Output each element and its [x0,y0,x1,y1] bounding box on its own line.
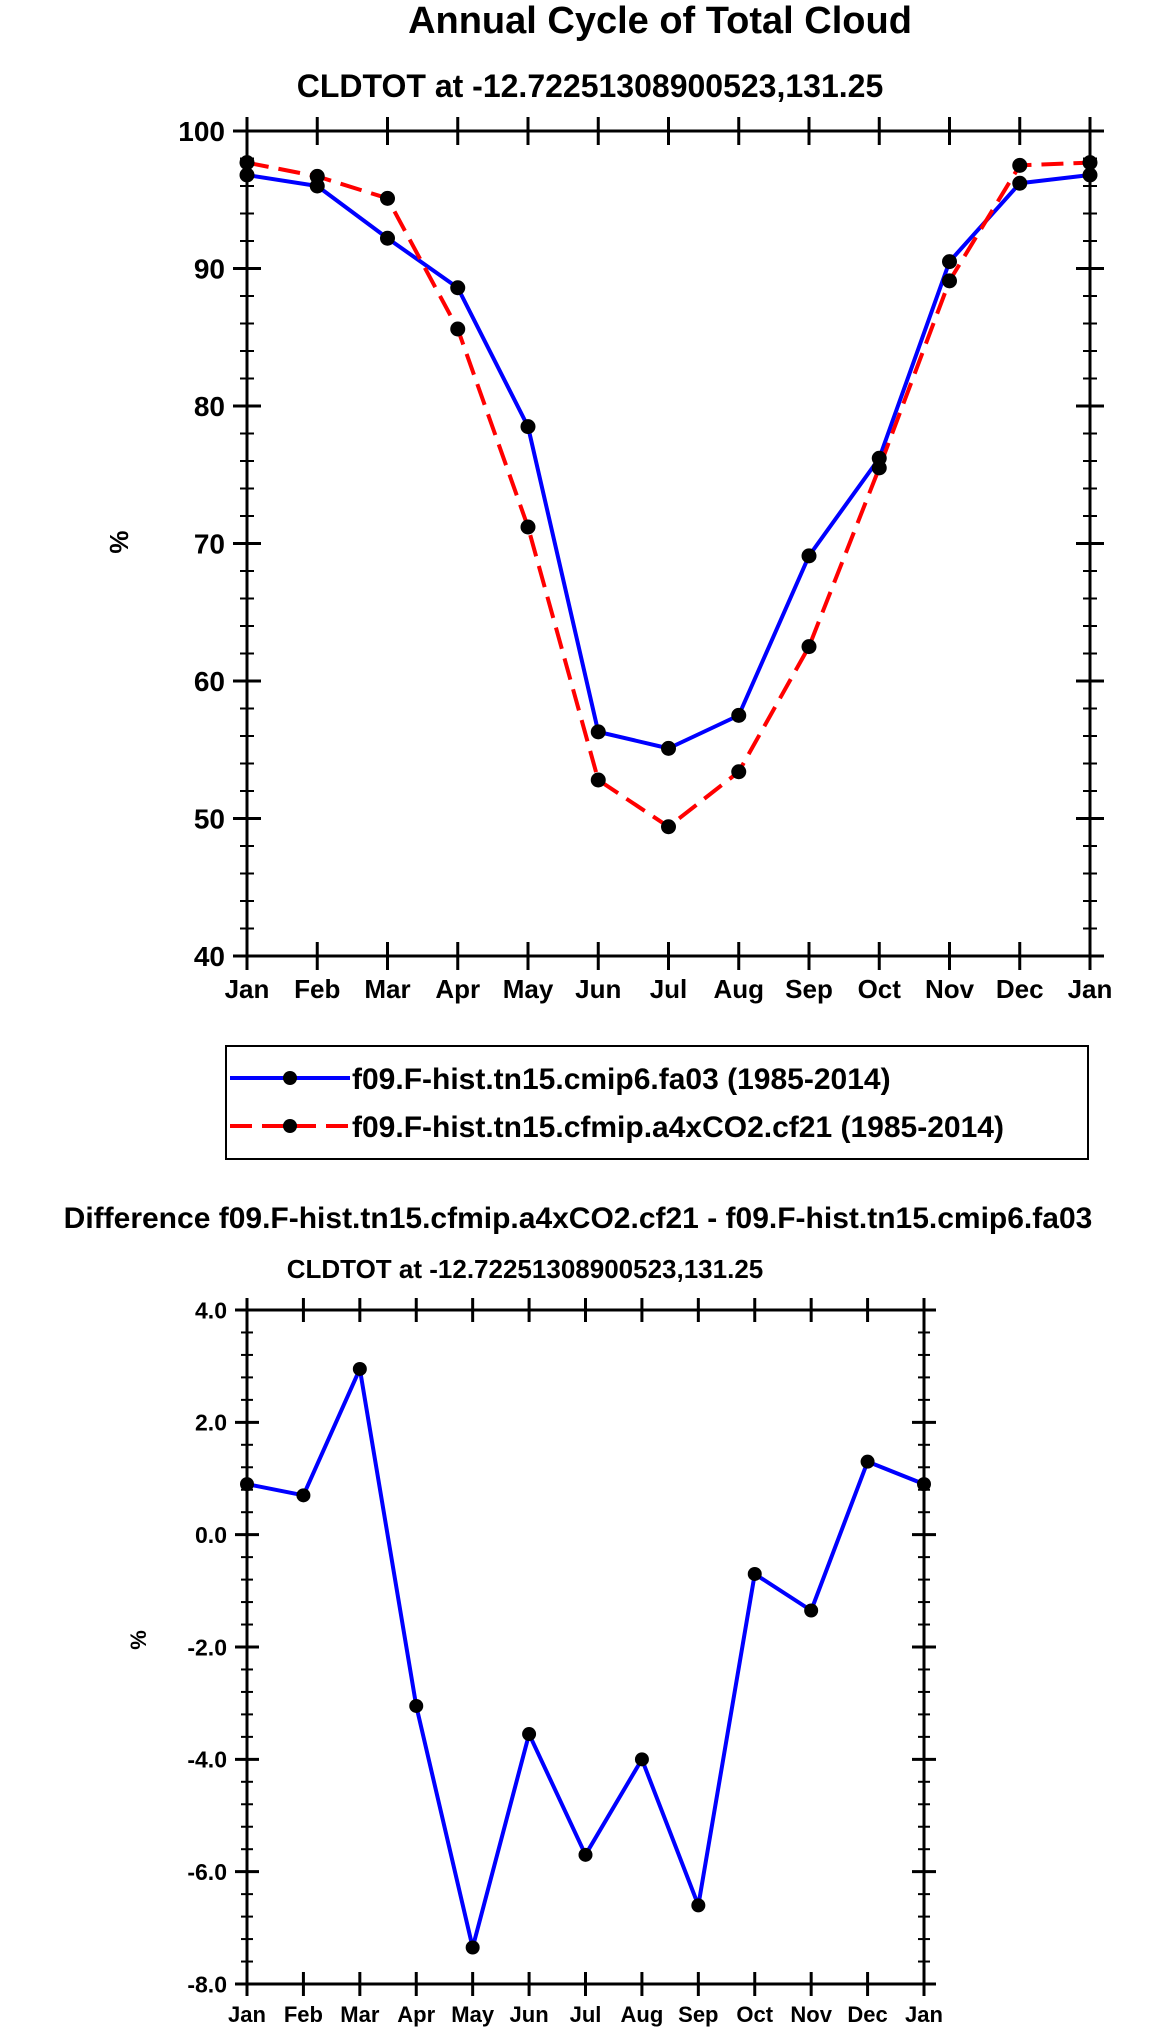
chart1-xtick-label: Jul [650,974,688,1004]
chart2-title: Difference f09.F-hist.tn15.cfmip.a4xCO2.… [64,1202,1093,1235]
legend-label-series-2: f09.F-hist.tn15.cfmip.a4xCO2.cf21 (1985-… [352,1111,1004,1144]
legend-label-series-1: f09.F-hist.tn15.cmip6.fa03 (1985-2014) [352,1063,891,1096]
chart1-series-1-point [801,548,817,564]
chart2-xtick-label: Mar [340,2002,380,2027]
chart1-series-2-point [942,273,957,289]
chart2-ytick-label: -2.0 [187,1634,227,1660]
chart1-plot: 40 50 60 70 80 90 100 Jan Feb Mar Apr May Jun Jul Aug S… [178,116,1112,1004]
chart2-xtick-label: Apr [397,2002,435,2027]
chart1-series-1-point [239,167,255,183]
chart2-ytick-label: -6.0 [187,1859,227,1885]
chart1-xtick-label: Dec [996,974,1044,1004]
chart1-series-2-point [661,819,676,835]
chart1-xtick-label: Sep [785,974,833,1004]
chart2-xtick-label: Nov [790,2002,832,2027]
chart2-ylabel: % [126,1630,151,1650]
chart1-series-1-point [590,724,606,740]
legend-marker-series-2 [283,1119,297,1133]
chart2-ytick-label: 0.0 [195,1522,227,1548]
chart2-xtick-label: Jan [905,2002,943,2027]
chart1-series-2-point [1082,155,1098,171]
chart2-xtick-label: Sep [678,2002,718,2027]
chart1-series-1-point [942,254,957,270]
chart2-ytick-label: -8.0 [187,1971,227,1997]
chart1-xtick-label: Oct [858,974,902,1004]
chart2-xtick-label: Aug [621,2002,664,2027]
chart1-series-2-point [590,772,606,788]
chart1-series-2-point [309,168,325,184]
chart1-xtick-label: Feb [294,974,340,1004]
chart2-series-1-point [240,1477,254,1492]
chart1-series-2-point [871,460,887,476]
chart2-xtick-label: Jun [510,2002,549,2027]
chart1-ytick-label: 80 [194,391,225,422]
chart1-series-2-point [450,321,466,337]
chart2-plot: -8.0 -6.0 -4.0 -2.0 0.0 2.0 4.0 Jan Feb Mar Apr May… [187,1297,943,2027]
chart1-series-2-point [239,155,255,171]
chart1-legend: f09.F-hist.tn15.cmip6.fa03 (1985-2014) f… [225,1045,1089,1160]
chart1-series-2-point [380,190,395,206]
chart2-series-1-point [409,1698,424,1713]
chart1-ylabel: % [104,530,134,553]
chart2-series-1-point [352,1361,367,1376]
chart1-series-1-point [1012,175,1028,191]
legend-marker-series-1 [283,1071,297,1085]
legend-box [225,1045,1089,1160]
chart2-series-1-point [804,1603,819,1618]
chart1-ytick-label: 40 [194,941,225,972]
chart2-xtick-label: Feb [284,2002,323,2027]
chart1-series-2-point [801,639,817,655]
chart1-xtick-label: Mar [364,974,410,1004]
chart1-series-2-line [246,160,1091,829]
chart1-xtick-label: Jun [575,974,621,1004]
chart2-xtick-label: Oct [736,2002,773,2027]
chart1-ytick-label: 60 [194,666,225,697]
chart1-series-1-point [520,419,536,435]
chart2-ytick-label: -4.0 [187,1747,227,1773]
chart2-ytick-label: 2.0 [195,1410,227,1436]
chart1-title: Annual Cycle of Total Cloud [408,0,912,42]
chart1-xtick-label: Aug [713,974,764,1004]
chart1-xtick-label: May [503,974,554,1004]
chart2-series-1-point [747,1566,762,1581]
chart1-ytick-label: 100 [178,116,225,147]
chart2-xtick-label: Dec [847,2002,887,2027]
chart1-xtick-label: Jan [1068,974,1113,1004]
chart1-series-2-point [731,764,747,780]
chart1-series-1-point [661,740,676,756]
chart2-series-1-point [634,1752,649,1767]
chart1-xtick-label: Nov [925,974,975,1004]
chart1-xtick-label: Jan [225,974,270,1004]
chart2-frame [245,1308,926,1986]
chart1-series-1-point [1082,167,1098,183]
chart1-subtitle: CLDTOT at -12.72251308900523,131.25 [297,68,883,104]
chart1-series-2-point [520,519,536,535]
chart2-xtick-label: Jul [570,2002,602,2027]
chart1-ytick-label: 90 [194,254,225,285]
chart2-series-1-point [296,1488,311,1503]
chart2-series-1-point [465,1940,480,1955]
chart2-series-1-point [522,1727,537,1742]
chart2-series-1-point [860,1454,875,1469]
chart2-series-1-point [691,1898,706,1913]
chart1-series-1-point [380,230,395,246]
chart1-series-1-line [246,173,1091,751]
chart1-xtick-label: Apr [435,974,480,1004]
chart2-xtick-label: May [451,2002,495,2027]
chart2-series-1-point [578,1847,593,1862]
chart2-ytick-label: 4.0 [195,1297,227,1323]
chart1-series-1-point [731,707,747,723]
chart1-series-2-point [1012,157,1028,173]
chart2-subtitle: CLDTOT at -12.72251308900523,131.25 [287,1254,764,1284]
chart1-ytick-label: 50 [194,804,225,835]
chart1-ytick-label: 70 [194,529,225,560]
chart2-series-1-point [917,1477,931,1492]
chart1-series-1-point [450,280,466,296]
chart2-xtick-label: Jan [228,2002,266,2027]
